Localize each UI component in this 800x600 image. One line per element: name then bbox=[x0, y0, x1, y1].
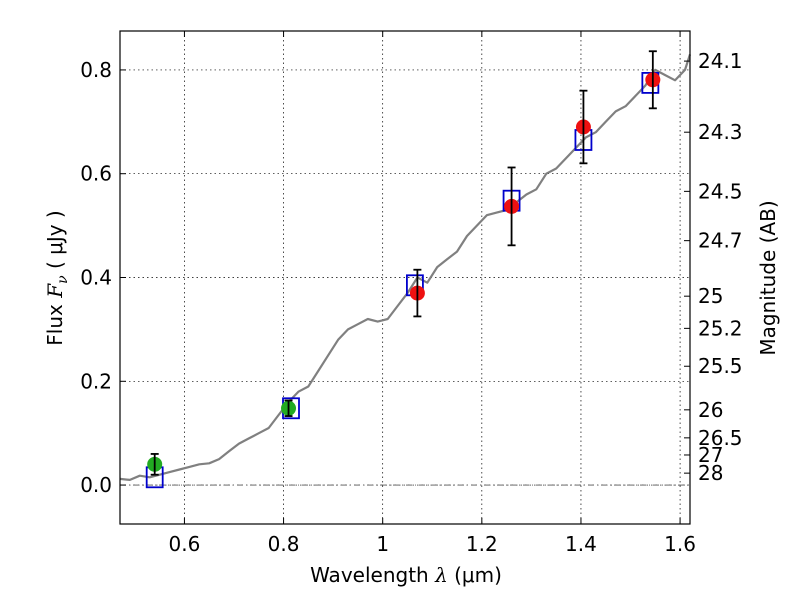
magnitude-tick-label: 24.5 bbox=[698, 179, 743, 203]
y-tick-label: 0.4 bbox=[80, 266, 112, 290]
x-axis-label-prefix: Wavelength bbox=[310, 563, 429, 587]
y-axis-label-prefix: Flux bbox=[43, 304, 67, 346]
magnitude-axis-label: Magnitude (AB) bbox=[756, 200, 780, 355]
grid-lines bbox=[120, 31, 690, 524]
y-tick-label: 0.6 bbox=[80, 162, 112, 186]
y-axis-label-symbol: F bbox=[43, 283, 67, 299]
axis-ticks: 0.6 0.8 1 1.2 1.4 1.6 0.0 0.2 0.4 0.6 0.8 24.1 24.3 2… bbox=[80, 31, 743, 556]
magnitude-tick-label: 25 bbox=[698, 284, 723, 308]
x-tick-label: 1.2 bbox=[466, 532, 498, 556]
y-axis-label-subscript: ν bbox=[55, 275, 71, 284]
magnitude-tick-label: 26.5 bbox=[698, 426, 743, 450]
y-tick-label: 0.2 bbox=[80, 369, 112, 393]
photometry-markers bbox=[145, 50, 661, 489]
magnitude-tick-label: 26 bbox=[698, 398, 723, 422]
magnitude-tick-label: 24.7 bbox=[698, 229, 743, 253]
magnitude-tick-label: 25.2 bbox=[698, 316, 743, 340]
magnitude-tick-label: 24.3 bbox=[698, 120, 743, 144]
x-tick-label: 1 bbox=[376, 532, 389, 556]
magnitude-tick-label: 25.5 bbox=[698, 354, 743, 378]
x-tick-label: 1.6 bbox=[664, 532, 696, 556]
x-tick-label: 0.8 bbox=[268, 532, 300, 556]
y-axis-label-unit: ( μJy ) bbox=[43, 210, 67, 269]
y-axis-label: Flux Fν ( μJy ) bbox=[43, 210, 71, 345]
x-axis-label-symbol: λ bbox=[434, 563, 448, 587]
x-axis-label-unit: (μm) bbox=[454, 563, 502, 587]
model-spectrum-line bbox=[119, 54, 692, 481]
y-tick-label: 0.0 bbox=[80, 473, 112, 497]
x-tick-label: 1.4 bbox=[565, 532, 597, 556]
magnitude-tick-label: 24.1 bbox=[698, 49, 743, 73]
magnitude-tick-label: 28 bbox=[698, 461, 723, 485]
magnitude-tick-label: 27 bbox=[698, 443, 723, 467]
x-tick-label: 0.6 bbox=[169, 532, 201, 556]
x-axis-label: Wavelength λ (μm) bbox=[310, 563, 502, 587]
y-tick-label: 0.8 bbox=[80, 58, 112, 82]
